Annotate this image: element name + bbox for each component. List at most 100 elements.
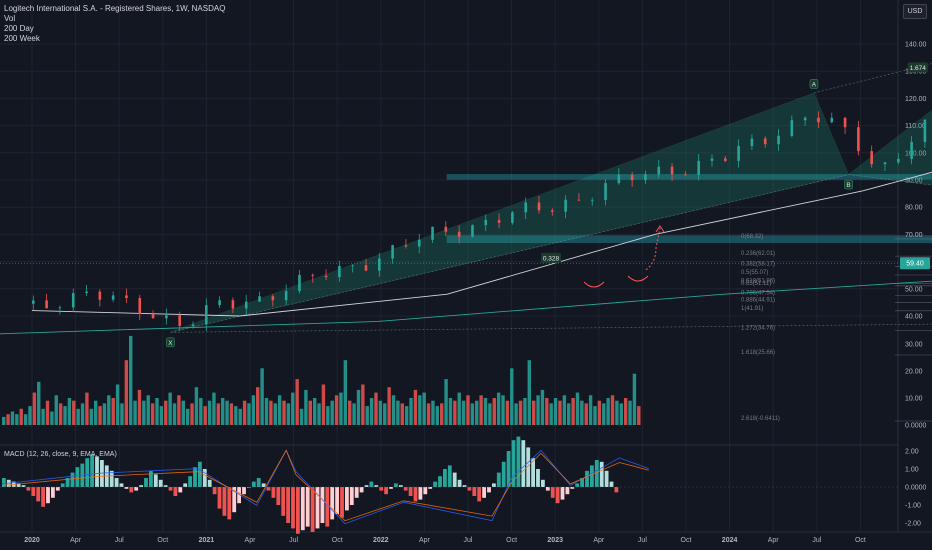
volume-bar: [264, 398, 269, 425]
macd-histogram-bar: [394, 483, 398, 487]
y-tick-label: 70.00: [905, 232, 923, 239]
macd-histogram-bar: [501, 461, 506, 487]
projection-arrow: [645, 227, 661, 271]
volume-bar: [409, 398, 413, 425]
volume-bar: [10, 411, 15, 425]
macd-histogram-bar: [565, 487, 570, 495]
fib-level-label: 0.5(55.07): [741, 270, 768, 276]
volume-bar: [194, 387, 199, 425]
candle-body: [803, 117, 807, 121]
macd-histogram-bar: [330, 487, 335, 520]
macd-histogram-bar: [109, 470, 114, 487]
chart-legend: Logitech International S.A. - Registered…: [4, 4, 225, 44]
candle-body: [165, 315, 168, 319]
x-tick-label: Oct: [157, 537, 168, 544]
candle-body: [45, 300, 48, 309]
candle-body: [231, 300, 235, 309]
volume-bar: [19, 408, 23, 425]
volume-bar: [286, 403, 291, 425]
candle-body: [777, 135, 780, 145]
ma-200-week-line: [0, 280, 932, 335]
volume-bar: [448, 398, 453, 425]
volume-bar: [457, 392, 461, 425]
macd-histogram-bar: [433, 481, 437, 487]
volume-bar: [479, 395, 483, 425]
fib-level-label: 1.272(34.76): [741, 325, 775, 331]
volume-bar: [142, 400, 146, 425]
macd-histogram-bar: [139, 485, 143, 487]
volume-bar: [137, 389, 142, 425]
macd-histogram-bar: [261, 483, 266, 487]
candle-body: [338, 266, 341, 278]
candle-body: [404, 245, 408, 247]
candle-body: [551, 210, 554, 212]
volume-bar: [383, 403, 387, 425]
macd-histogram-bar: [90, 454, 94, 487]
macd-histogram-bar: [389, 487, 393, 489]
candle-body: [178, 315, 181, 326]
volume-bar: [321, 384, 326, 425]
volume-bar: [580, 400, 584, 425]
currency-badge[interactable]: USD: [903, 4, 927, 19]
fib-level-label: 0.236(62.01): [741, 251, 775, 257]
resistance-zone: [446, 174, 932, 180]
volume-bar: [172, 403, 177, 425]
candle-body: [71, 293, 75, 308]
macd-histogram-bar: [232, 487, 237, 513]
macd-histogram-bar: [364, 485, 369, 487]
y-tick-label: 90.00: [905, 178, 923, 185]
volume-bar: [146, 395, 150, 425]
volume-bar: [185, 408, 190, 425]
macd-histogram-bar: [575, 483, 580, 487]
x-tick-label: Jul: [289, 537, 298, 544]
macd-histogram-bar: [452, 472, 457, 487]
volume-bar: [584, 403, 588, 425]
volume-bar: [510, 368, 514, 425]
volume-bar: [203, 406, 207, 425]
volume-bar: [67, 398, 72, 425]
macd-tick-label: 0.0000: [905, 485, 927, 492]
candle-body: [298, 274, 301, 292]
macd-line: [1, 449, 649, 525]
volume-bar: [396, 400, 400, 425]
volume-bar: [80, 403, 85, 425]
legend-200-week: 200 Week: [4, 34, 40, 43]
macd-histogram-bar: [291, 487, 295, 529]
volume-bar: [549, 403, 553, 425]
volume-bar: [404, 406, 409, 425]
candle-body: [737, 146, 740, 161]
volume-bar: [124, 360, 129, 425]
candle-body: [750, 138, 754, 147]
volume-bar: [168, 392, 172, 425]
volume-bar: [256, 387, 260, 425]
macd-histogram-bar: [447, 465, 452, 487]
x-tick-label: Apr: [419, 537, 431, 544]
macd-histogram-bar: [545, 487, 550, 491]
volume-bar: [352, 403, 356, 425]
fib-level-label: 2.618(-0.6411): [741, 416, 780, 422]
macd-tick-label: -1.00: [905, 503, 921, 510]
macd-histogram-bar: [550, 487, 555, 498]
y-tick-label: 80.00: [905, 205, 923, 212]
macd-histogram-bar: [114, 478, 119, 487]
volume-bar: [339, 392, 343, 425]
candle-body: [724, 158, 727, 161]
volume-bar: [330, 400, 334, 425]
macd-histogram-bar: [482, 487, 486, 498]
volume-bar: [466, 395, 470, 425]
last-price-tag: [900, 257, 930, 270]
macd-histogram-bar: [609, 481, 614, 487]
volume-bar: [308, 400, 312, 425]
candle-body: [684, 174, 687, 176]
volume-bar: [269, 400, 273, 425]
x-tick-label: Oct: [506, 537, 517, 544]
candle-body: [457, 231, 461, 237]
macd-histogram-bar: [41, 487, 45, 507]
macd-histogram-bar: [492, 483, 496, 487]
volume-bar: [496, 392, 501, 425]
volume-bar: [50, 411, 54, 425]
macd-tick-label: -2.00: [905, 521, 921, 528]
macd-histogram-bar: [418, 487, 423, 500]
candle-body: [537, 202, 541, 211]
